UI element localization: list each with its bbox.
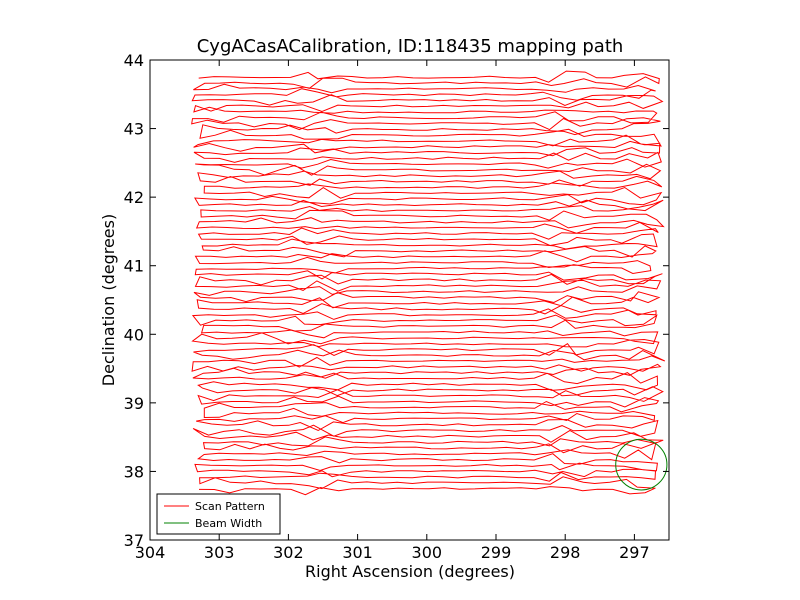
x-axis: 304 303 302 301 300 299 298 297 <box>135 60 650 562</box>
plot-frame <box>149 59 670 541</box>
x-tick-label: 303 <box>204 543 235 562</box>
chart-title: CygACasACalibration, ID:118435 mapping p… <box>197 36 624 57</box>
y-tick-label: 40 <box>124 325 144 344</box>
series-layer <box>191 70 668 496</box>
y-tick-label: 39 <box>124 394 144 413</box>
x-tick-label: 299 <box>481 543 512 562</box>
plot-area <box>191 70 668 496</box>
y-axis-label: Declination (degrees) <box>99 214 118 386</box>
y-tick-label: 41 <box>124 257 144 276</box>
x-tick-label: 301 <box>342 543 373 562</box>
y-tick-label: 38 <box>124 462 144 481</box>
legend: Scan Pattern Beam Width <box>156 493 281 535</box>
y-axis: 37 38 39 40 41 42 43 44 <box>124 51 669 550</box>
legend-box <box>156 493 281 535</box>
y-tick-label: 37 <box>124 531 144 550</box>
x-tick-label: 298 <box>550 543 581 562</box>
x-tick-label: 304 <box>135 543 166 562</box>
y-tick-label: 42 <box>124 188 144 207</box>
x-tick-label: 302 <box>273 543 304 562</box>
beam-width-circle <box>615 438 668 491</box>
x-tick-label: 300 <box>412 543 443 562</box>
x-axis-label: Right Ascension (degrees) <box>305 562 515 581</box>
scan-pattern-line <box>191 70 666 496</box>
legend-label-beam-width: Beam Width <box>195 517 262 530</box>
x-tick-label: 297 <box>619 543 650 562</box>
y-tick-label: 44 <box>124 51 144 70</box>
legend-label-scan-pattern: Scan Pattern <box>195 500 265 513</box>
y-tick-label: 43 <box>124 120 144 139</box>
